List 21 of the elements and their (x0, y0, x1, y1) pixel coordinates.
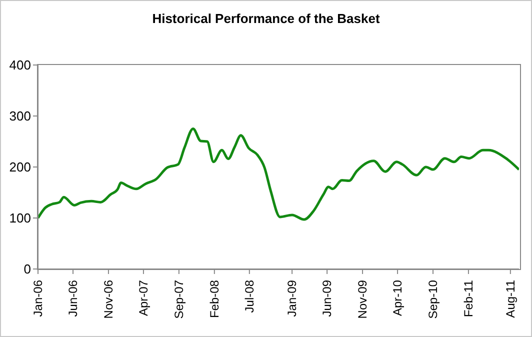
y-tick-label: 200 (9, 160, 31, 175)
x-tick-label: Jun-06 (66, 280, 80, 317)
x-tick-label: Apr-07 (136, 280, 150, 316)
x-tick-label: Nov-09 (356, 280, 370, 319)
x-tick-label: Feb-08 (207, 280, 222, 318)
x-tick-label: Sep-07 (172, 280, 186, 319)
chart-title: Historical Performance of the Basket (151, 11, 381, 26)
x-tick-label: Jan-06 (31, 280, 45, 317)
y-tick-label: 100 (9, 210, 31, 226)
y-tick-label: 0 (24, 262, 31, 277)
x-tick-label: Jan-09 (285, 280, 300, 317)
x-tick-label: Sep-10 (426, 280, 440, 319)
x-tick-label: Jul-08 (242, 280, 256, 313)
y-tick-label: 400 (9, 58, 31, 73)
x-tick-label: Nov-06 (101, 280, 116, 319)
line-series (38, 128, 519, 221)
x-tick-label: Jun-09 (320, 280, 334, 317)
x-tick-label: Feb-11 (461, 280, 476, 318)
x-tick-label: Apr-10 (390, 280, 405, 316)
y-tick-label: 300 (9, 108, 31, 124)
x-tick-label: Aug-11 (503, 280, 518, 318)
